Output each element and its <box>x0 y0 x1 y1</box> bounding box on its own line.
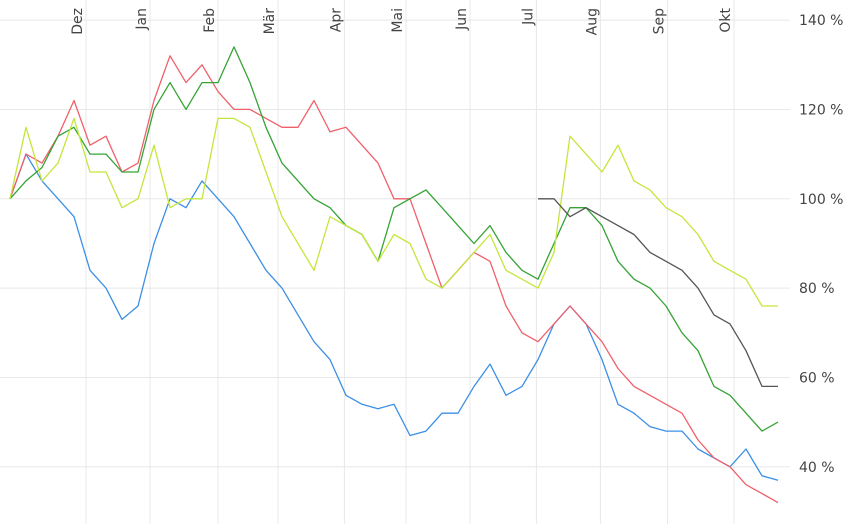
y-tick-label: 140 % <box>799 13 843 29</box>
x-tick-label: Sep <box>652 8 668 35</box>
x-tick-label: Jun <box>454 8 470 31</box>
x-tick-label: Apr <box>328 8 344 32</box>
x-tick-label: Okt <box>718 7 734 32</box>
series-line <box>9 55 779 504</box>
x-tick-label: Jan <box>134 8 150 31</box>
series-line <box>9 117 778 307</box>
series-line <box>9 46 779 432</box>
x-tick-label: Mär <box>262 8 278 35</box>
y-tick-label: 80 % <box>799 281 835 297</box>
x-tick-label: Feb <box>202 8 218 33</box>
series-line <box>9 153 779 481</box>
x-tick-label: Aug <box>584 8 600 35</box>
y-tick-label: 60 % <box>799 370 835 386</box>
y-tick-label: 120 % <box>799 102 843 118</box>
series-line <box>538 198 778 388</box>
x-tick-label: Mai <box>390 8 406 33</box>
y-tick-label: 40 % <box>799 460 835 476</box>
x-tick-label: Jul <box>520 8 536 26</box>
y-tick-label: 100 % <box>799 192 843 208</box>
x-tick-label: Dez <box>70 8 86 35</box>
